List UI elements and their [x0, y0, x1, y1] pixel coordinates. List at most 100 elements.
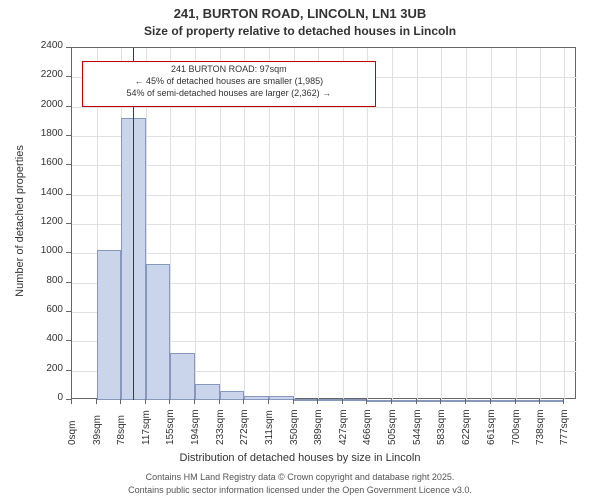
y-tick-label: 800	[27, 275, 63, 286]
histogram-bar	[220, 391, 245, 400]
y-tick-label: 2000	[27, 99, 63, 110]
x-tick-label: 661sqm	[486, 409, 497, 445]
x-tick-mark	[490, 399, 491, 404]
x-tick-label: 389sqm	[313, 409, 324, 445]
y-tick-mark	[66, 252, 71, 253]
x-tick-mark	[563, 399, 564, 404]
chart-container: { "title": "241, BURTON ROAD, LINCOLN, L…	[0, 0, 600, 500]
gridline	[564, 48, 565, 400]
x-tick-mark	[268, 399, 269, 404]
y-tick-label: 400	[27, 333, 63, 344]
x-tick-mark	[120, 399, 121, 404]
histogram-bar	[516, 400, 540, 402]
y-tick-mark	[66, 106, 71, 107]
x-tick-label: 39sqm	[92, 415, 103, 445]
x-tick-mark	[539, 399, 540, 404]
gridline	[417, 48, 418, 400]
histogram-bar	[417, 400, 442, 402]
histogram-bar	[441, 400, 466, 402]
gridline	[72, 253, 577, 254]
x-tick-label: 622sqm	[461, 409, 472, 445]
x-tick-mark	[440, 399, 441, 404]
x-tick-label: 194sqm	[190, 409, 201, 445]
histogram-bar	[491, 400, 516, 402]
x-tick-label: 777sqm	[559, 409, 570, 445]
y-tick-label: 1200	[27, 216, 63, 227]
x-tick-label: 427sqm	[338, 409, 349, 445]
y-tick-label: 200	[27, 363, 63, 374]
chart-title: 241, BURTON ROAD, LINCOLN, LN1 3UB	[0, 6, 600, 21]
y-tick-label: 1400	[27, 187, 63, 198]
histogram-bar	[97, 250, 122, 400]
histogram-bar	[146, 264, 170, 400]
x-tick-mark	[243, 399, 244, 404]
x-tick-mark	[465, 399, 466, 404]
x-tick-label: 0sqm	[67, 421, 78, 445]
y-tick-mark	[66, 311, 71, 312]
annotation-line-1: 241 BURTON ROAD: 97sqm	[87, 64, 372, 76]
x-tick-mark	[219, 399, 220, 404]
x-tick-mark	[391, 399, 392, 404]
y-tick-mark	[66, 135, 71, 136]
y-tick-label: 2400	[27, 40, 63, 51]
gridline	[491, 48, 492, 400]
y-tick-mark	[66, 164, 71, 165]
x-tick-label: 350sqm	[289, 409, 300, 445]
histogram-bar	[244, 396, 269, 400]
gridline	[441, 48, 442, 400]
gridline	[72, 165, 577, 166]
gridline	[72, 224, 577, 225]
x-tick-label: 233sqm	[215, 409, 226, 445]
chart-subtitle: Size of property relative to detached ho…	[0, 24, 600, 38]
x-tick-mark	[96, 399, 97, 404]
y-tick-mark	[66, 370, 71, 371]
histogram-bar	[318, 399, 342, 401]
footer-line-1: Contains HM Land Registry data © Crown c…	[0, 472, 600, 482]
y-axis-label: Number of detached properties	[14, 121, 26, 321]
y-tick-mark	[66, 223, 71, 224]
gridline	[466, 48, 467, 400]
y-tick-label: 0	[27, 392, 63, 403]
y-tick-mark	[66, 76, 71, 77]
x-tick-label: 311sqm	[264, 410, 275, 445]
gridline	[72, 195, 577, 196]
x-tick-mark	[145, 399, 146, 404]
x-tick-label: 155sqm	[165, 409, 176, 445]
y-tick-mark	[66, 47, 71, 48]
annotation-box: 241 BURTON ROAD: 97sqm← 45% of detached …	[82, 61, 377, 106]
histogram-bar	[466, 400, 491, 402]
x-tick-mark	[342, 399, 343, 404]
x-tick-label: 583sqm	[436, 409, 447, 445]
histogram-bar	[269, 396, 294, 400]
y-tick-label: 600	[27, 304, 63, 315]
x-tick-label: 738sqm	[535, 409, 546, 445]
x-tick-label: 544sqm	[412, 409, 423, 445]
x-tick-mark	[293, 399, 294, 404]
x-tick-label: 117sqm	[141, 410, 152, 445]
gridline	[392, 48, 393, 400]
footer-line-2: Contains public sector information licen…	[0, 485, 600, 495]
y-tick-label: 2200	[27, 69, 63, 80]
x-tick-mark	[515, 399, 516, 404]
y-tick-label: 1000	[27, 245, 63, 256]
histogram-bar	[170, 353, 195, 400]
gridline	[72, 107, 577, 108]
x-tick-label: 700sqm	[511, 409, 522, 445]
y-tick-mark	[66, 194, 71, 195]
gridline	[72, 136, 577, 137]
y-tick-label: 1600	[27, 157, 63, 168]
annotation-line-2: ← 45% of detached houses are smaller (1,…	[87, 76, 372, 88]
histogram-bar	[540, 400, 565, 402]
y-tick-label: 1800	[27, 128, 63, 139]
x-tick-mark	[317, 399, 318, 404]
annotation-line-3: 54% of semi-detached houses are larger (…	[87, 88, 372, 100]
x-tick-mark	[71, 399, 72, 404]
x-tick-label: 272sqm	[239, 409, 250, 445]
x-tick-mark	[194, 399, 195, 404]
histogram-bar	[195, 384, 220, 400]
x-tick-mark	[366, 399, 367, 404]
histogram-bar	[343, 399, 368, 401]
gridline	[516, 48, 517, 400]
histogram-bar	[367, 400, 392, 402]
y-tick-mark	[66, 282, 71, 283]
